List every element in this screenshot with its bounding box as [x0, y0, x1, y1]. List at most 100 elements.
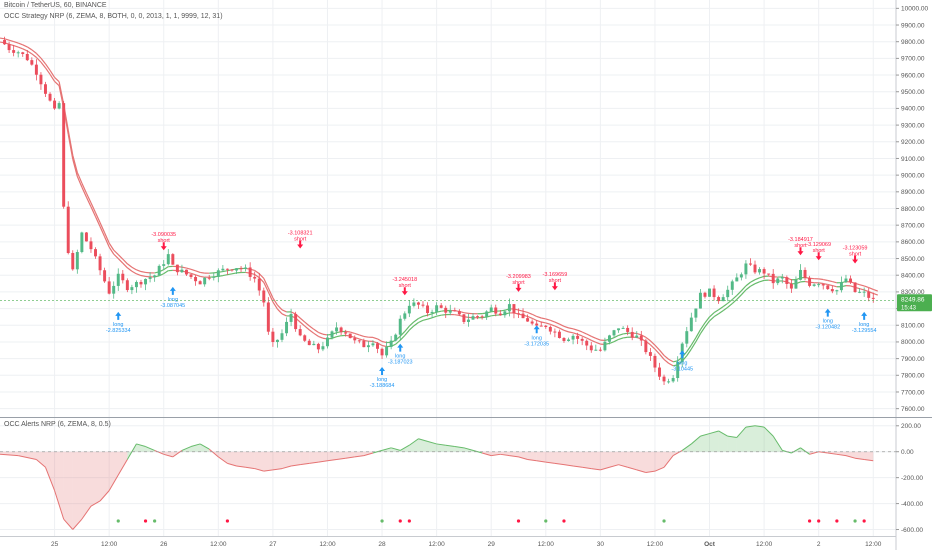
signal-value: -3.087045	[160, 303, 185, 309]
last-price-countdown: 15:43	[901, 305, 917, 311]
ma-slow-segment	[719, 311, 724, 314]
ma-slow-segment	[710, 317, 715, 321]
ma-fast-segment	[255, 270, 260, 273]
candle-body	[872, 298, 875, 299]
candle-body	[544, 326, 547, 327]
price-tick-label: 8400.00	[901, 273, 925, 280]
ma-slow-segment	[227, 274, 232, 275]
candle-body	[390, 341, 393, 347]
candle-body	[12, 50, 15, 53]
candle-body	[590, 346, 593, 351]
candle-body	[344, 332, 347, 333]
price-tick-label: 7900.00	[901, 356, 925, 363]
candle-body	[644, 340, 647, 352]
ma-fast-segment	[196, 271, 201, 273]
signal-value: -3.172035	[524, 341, 549, 347]
candle-body	[785, 277, 788, 284]
osc-area	[64, 452, 73, 530]
ma-fast-segment	[414, 318, 419, 321]
time-tick-label: 12:00	[538, 541, 555, 548]
ma-slow-segment	[432, 316, 437, 318]
ma-fast-segment	[23, 45, 28, 47]
candle-body	[626, 328, 629, 332]
candle-body	[99, 256, 102, 270]
long-arrow-icon	[170, 287, 176, 295]
candle-body	[772, 274, 775, 283]
osc-area	[582, 452, 591, 469]
candle-body	[203, 278, 206, 285]
candle-body	[549, 327, 552, 332]
ma-fast-segment	[0, 38, 5, 39]
ma-slow-segment	[428, 318, 433, 319]
candle-body	[658, 368, 661, 377]
ma-fast-segment	[5, 39, 10, 40]
price-tick-label: 9400.00	[901, 106, 925, 113]
signal-value: -2.825334	[106, 328, 131, 334]
ma-fast-segment	[127, 264, 132, 268]
ma-fast-segment	[164, 267, 169, 270]
ma-fast-segment	[869, 288, 874, 290]
osc-area	[82, 452, 91, 519]
osc-area	[100, 452, 109, 501]
signal-label: short	[399, 283, 412, 289]
candle-body	[854, 282, 857, 292]
candle-body	[358, 340, 361, 341]
ma-slow-segment	[664, 359, 669, 363]
time-tick-label: 12:00	[428, 541, 445, 548]
candle-body	[285, 322, 288, 333]
ma-fast-segment	[860, 285, 865, 286]
candle-body	[758, 269, 761, 272]
candle-body	[371, 343, 374, 345]
ma-fast-segment	[691, 338, 696, 345]
candle-body	[290, 314, 293, 322]
candle-body	[472, 316, 475, 319]
price-tick-label: 9800.00	[901, 39, 925, 46]
osc-area	[18, 452, 36, 460]
candle-body	[144, 279, 147, 284]
ma-fast-segment	[191, 269, 196, 270]
ma-fast-segment	[732, 295, 737, 299]
osc-area	[73, 452, 82, 530]
indicator-title: OCC Alerts NRP (6, ZEMA, 8, 0.5)	[4, 421, 111, 428]
ma-slow-segment	[337, 336, 342, 337]
ma-fast-segment	[291, 312, 296, 314]
candle-body	[703, 293, 706, 297]
ma-fast-segment	[186, 268, 191, 269]
ma-slow-segment	[127, 268, 132, 272]
ma-fast-segment	[623, 333, 628, 334]
candle-body	[108, 281, 111, 293]
ma-slow-segment	[541, 322, 546, 323]
candle-body	[271, 332, 274, 342]
candle-body	[44, 84, 47, 94]
candle-body	[763, 269, 766, 273]
candle-body	[171, 254, 174, 265]
time-tick-label: 29	[488, 541, 496, 548]
candle-body	[281, 333, 284, 340]
candle-body	[294, 314, 297, 329]
candle-body	[130, 287, 133, 290]
long-arrow-icon	[825, 309, 831, 317]
osc-tick-label: -400.00	[901, 501, 923, 508]
candle-body	[199, 281, 202, 284]
time-tick-label: 12:00	[210, 541, 227, 548]
candle-body	[840, 282, 843, 290]
ma-slow-segment	[305, 326, 310, 330]
long-arrow-icon	[379, 367, 385, 375]
price-tick-label: 8100.00	[901, 323, 925, 330]
time-tick-label: Oct	[704, 541, 716, 548]
candle-body	[462, 314, 465, 322]
price-tick-label: 9700.00	[901, 56, 925, 63]
ma-fast-segment	[500, 310, 505, 311]
candle-body	[253, 277, 256, 279]
ma-fast-segment	[282, 310, 287, 312]
candle-body	[594, 350, 597, 351]
candle-body	[412, 302, 415, 305]
ma-fast-segment	[314, 329, 319, 332]
ma-slow-segment	[860, 289, 865, 290]
price-tick-label: 9900.00	[901, 22, 925, 29]
candle-body	[212, 277, 215, 278]
ma-fast-segment	[18, 43, 23, 45]
ma-slow-segment	[55, 81, 60, 85]
osc-area	[573, 452, 582, 468]
